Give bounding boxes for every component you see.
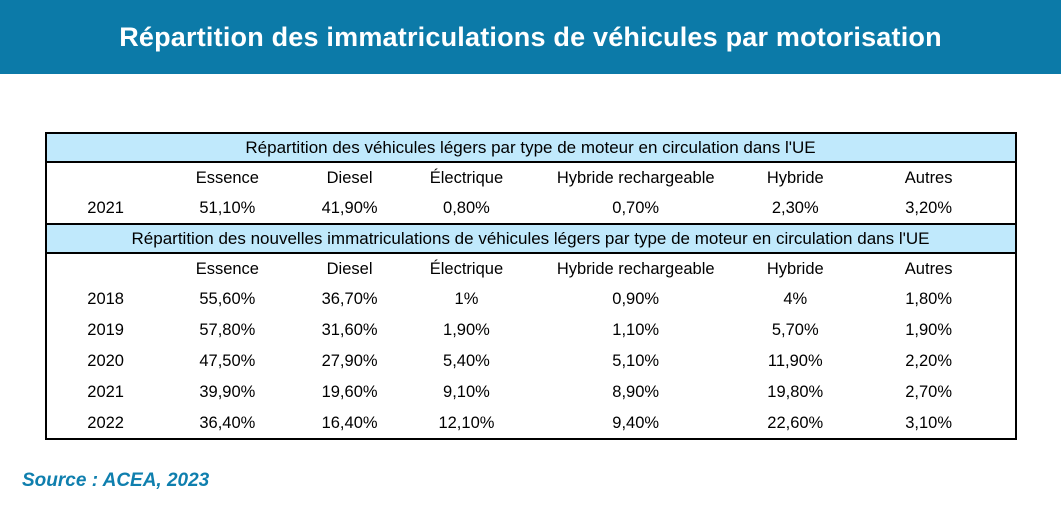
value-cell: 36,70% <box>321 290 378 308</box>
table-row: 2021 51,10% 41,90% 0,80% 0,70% 2,30% 3,20% <box>46 193 1016 224</box>
value-cell: 1% <box>454 290 479 308</box>
column-header: Électrique <box>429 168 504 187</box>
table-row: 2022 36,40% 16,40% 12,10% 9,40% 22,60% 3,10% <box>46 408 1016 439</box>
column-header: Hybride rechargeable <box>556 168 715 187</box>
value-cell: 1,10% <box>612 321 660 339</box>
value-cell: 0,70% <box>612 198 660 217</box>
column-header: Autres <box>904 259 953 278</box>
value-cell: 5,40% <box>443 352 490 370</box>
value-cell: 4% <box>783 290 808 308</box>
column-header: Hybride rechargeable <box>556 259 715 278</box>
value-cell: 27,90% <box>321 352 378 370</box>
value-cell: 1,80% <box>905 290 953 308</box>
value-cell: 57,80% <box>199 321 256 339</box>
value-cell: 1,90% <box>443 321 490 339</box>
source-text: Source : ACEA, 2023 <box>22 470 210 491</box>
value-cell: 5,70% <box>771 321 819 339</box>
column-header: Essence <box>195 168 259 187</box>
value-cell: 2,30% <box>771 198 819 217</box>
value-cell: 3,20% <box>905 198 953 217</box>
value-cell: 47,50% <box>199 352 256 370</box>
value-cell: 31,60% <box>321 321 378 339</box>
value-cell: 0,90% <box>612 290 660 308</box>
column-header-row: Essence Diesel Électrique Hybride rechargea… <box>46 162 1016 193</box>
section-title: Répartition des véhicules légers par typ… <box>45 132 1016 163</box>
value-cell: 55,60% <box>199 290 256 308</box>
page-title: Répartition des immatriculations de véhi… <box>119 21 942 52</box>
value-cell: 0,80% <box>443 198 490 217</box>
value-cell: 39,90% <box>199 383 256 401</box>
value-cell: 19,80% <box>767 383 824 401</box>
value-cell: 11,90% <box>767 352 823 370</box>
value-cell: 2,20% <box>905 352 953 370</box>
year-cell: 2022 <box>87 413 124 432</box>
value-cell: 16,40% <box>321 413 378 432</box>
vehicle-registration-table: Répartition des véhicules légers par typ… <box>44 132 1017 440</box>
section-title: Répartition des nouvelles immatriculatio… <box>45 223 1016 254</box>
value-cell: 22,60% <box>767 413 824 432</box>
value-cell: 2,70% <box>905 383 953 401</box>
table-row: 2019 57,80% 31,60% 1,90% 1,10% 5,70% 1,90% <box>46 315 1016 346</box>
value-cell: 9,40% <box>612 413 660 432</box>
year-cell: 2019 <box>87 321 124 339</box>
value-cell: 1,90% <box>905 321 953 339</box>
value-cell: 8,90% <box>612 383 660 401</box>
year-cell: 2018 <box>87 290 124 308</box>
column-header: Hybride <box>766 168 824 187</box>
value-cell: 3,10% <box>905 413 953 432</box>
value-cell: 12,10% <box>438 413 495 432</box>
table-row: 2021 39,90% 19,60% 9,10% 8,90% 19,80% 2,70% <box>46 377 1016 408</box>
column-header: Diesel <box>326 168 373 187</box>
value-cell: 41,90% <box>321 198 378 217</box>
table-row: 2020 47,50% 27,90% 5,40% 5,10% 11,90% 2,20% <box>46 346 1016 377</box>
column-header: Essence <box>195 259 259 278</box>
value-cell: 19,60% <box>321 383 378 401</box>
column-header: Électrique <box>429 259 504 278</box>
section-title-row: Répartition des nouvelles immatriculatio… <box>45 223 1016 254</box>
value-cell: 9,10% <box>443 383 490 401</box>
title-banner: Répartition des immatriculations de véhi… <box>0 0 1061 74</box>
year-column-header <box>46 253 165 284</box>
table-row: 2018 55,60% 36,70% 1% 0,90% 4% 1,80% <box>46 284 1016 315</box>
value-cell: 36,40% <box>199 413 256 432</box>
value-cell: 5,10% <box>612 352 660 370</box>
column-header-row: Essence Diesel Électrique Hybride rechargea… <box>46 253 1016 284</box>
year-cell: 2021 <box>87 383 124 401</box>
year-cell: 2021 <box>87 198 124 217</box>
section-title-row: Répartition des véhicules légers par typ… <box>45 132 1016 163</box>
year-cell: 2020 <box>87 352 124 370</box>
column-header: Diesel <box>326 259 373 278</box>
column-header: Hybride <box>766 259 824 278</box>
column-header: Autres <box>904 168 953 187</box>
value-cell: 51,10% <box>199 198 256 217</box>
year-column-header <box>46 162 165 193</box>
